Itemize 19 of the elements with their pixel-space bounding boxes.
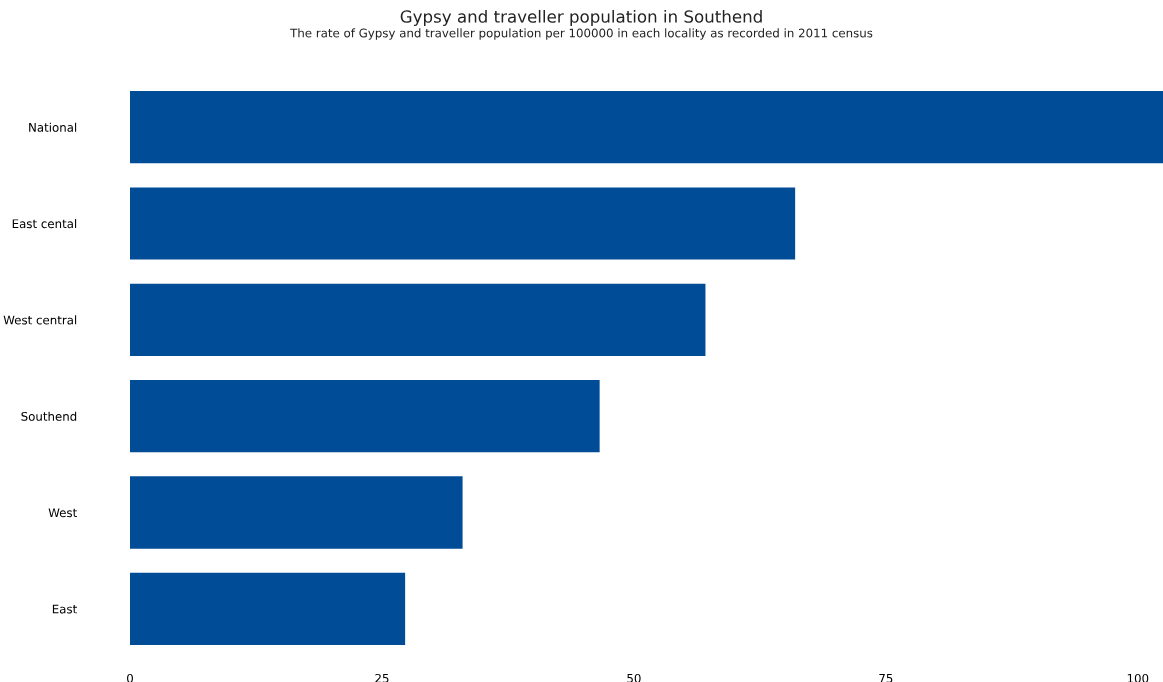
x-tick-label: 25 — [375, 673, 389, 682]
chart-title: Gypsy and traveller population in Southend — [400, 9, 762, 27]
bar — [130, 283, 706, 356]
y-tick-label: West — [48, 508, 77, 518]
y-tick-label: West central — [3, 315, 77, 325]
x-tick-label: 75 — [879, 674, 893, 682]
bar — [130, 476, 463, 549]
bar — [130, 572, 406, 645]
bar — [130, 380, 600, 453]
bar — [130, 91, 1163, 164]
x-tick-label: 100 — [1127, 673, 1149, 682]
y-tick-label: Southend — [21, 411, 77, 421]
chart-subtitle: The rate of Gypsy and traveller population per 100000 in each locality as recorded in 2011 census — [290, 28, 873, 40]
x-tick-label: 0 — [127, 673, 133, 682]
bar — [130, 187, 796, 260]
y-tick-label: National — [29, 122, 77, 132]
y-tick-label: East cental — [12, 219, 77, 229]
x-tick-label: 50 — [627, 673, 641, 682]
y-tick-label: East — [52, 604, 77, 614]
